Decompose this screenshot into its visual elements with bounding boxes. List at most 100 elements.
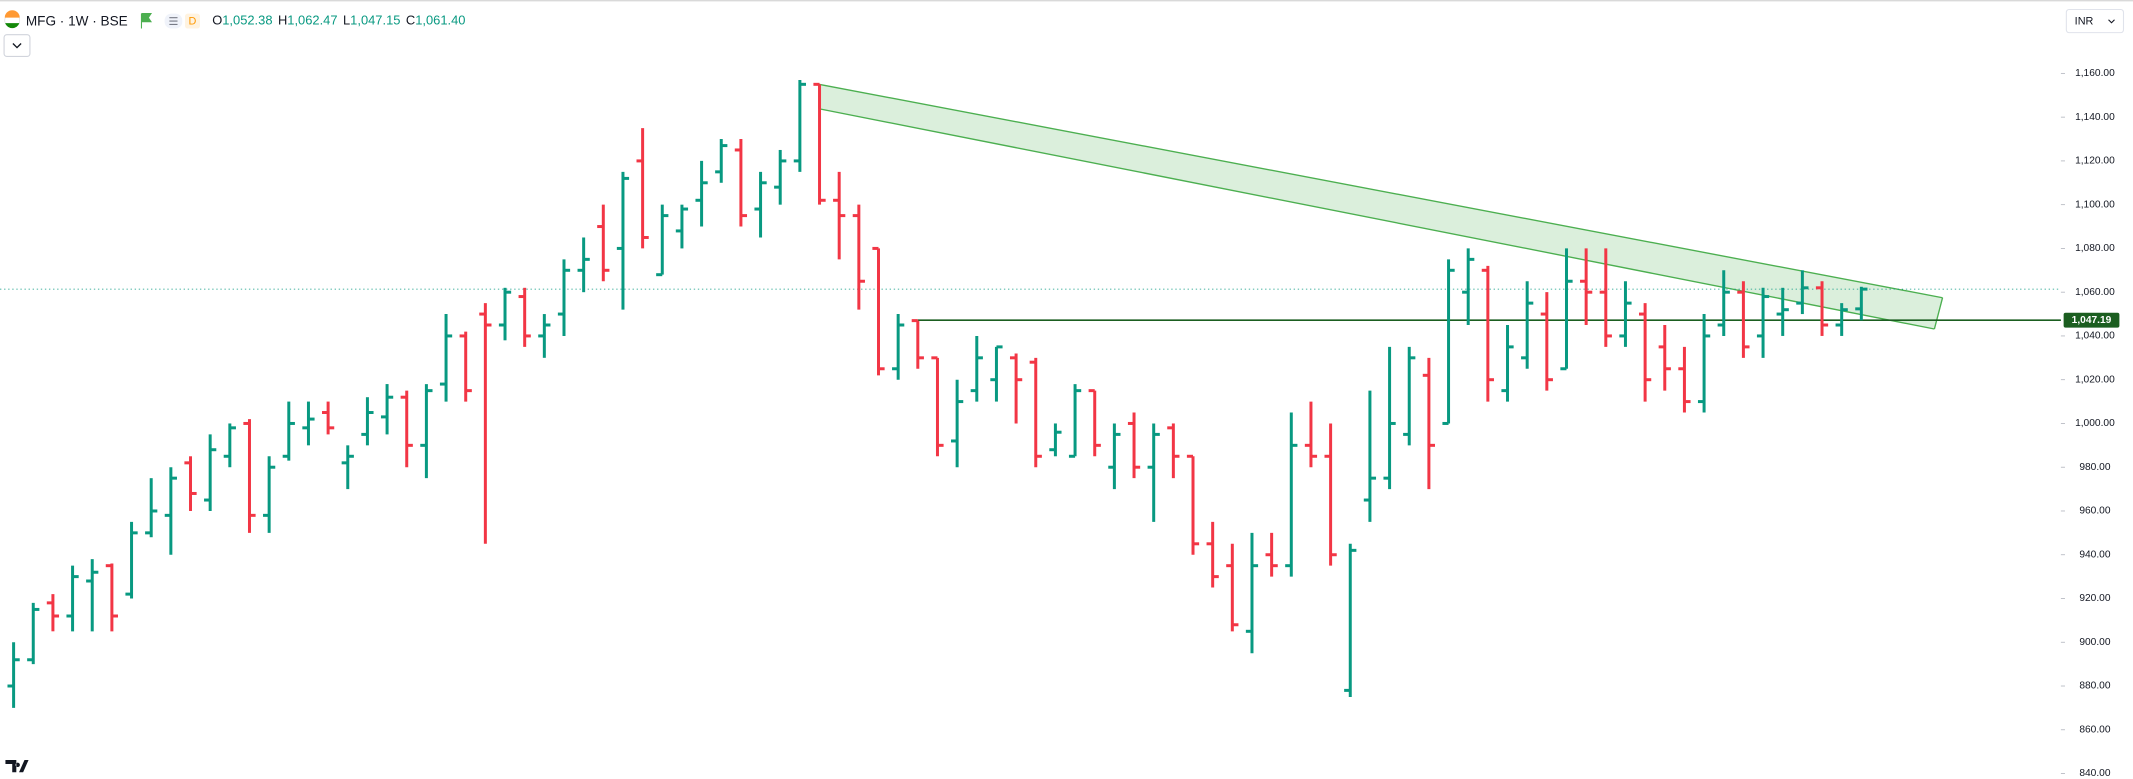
ohlc-bar (1697, 314, 1711, 413)
ohlc-bar (1855, 286, 1868, 321)
ohlc-value: 1,061.40 (415, 13, 465, 28)
ohlc-label: C (406, 13, 415, 28)
y-tick-label: 1,060.00 (2075, 287, 2115, 298)
ohlc-bar (420, 384, 433, 479)
ohlc-bar (164, 467, 177, 555)
ohlc-value: 1,047.15 (350, 13, 400, 28)
ohlc-bar (557, 259, 571, 336)
ohlc-bar (243, 419, 256, 533)
ohlc-bar (1127, 412, 1141, 479)
ohlc-bar (1265, 532, 1278, 577)
y-tick-label: 980.00 (2079, 462, 2111, 473)
ohlc-bar (1521, 281, 1534, 369)
y-tick-label: 1,160.00 (2075, 68, 2115, 79)
ohlc-bar (1638, 303, 1652, 402)
ohlc-bar (911, 319, 924, 369)
ohlc-bar (459, 331, 472, 402)
ohlc-bar (1717, 270, 1730, 336)
ohlc-bar (833, 171, 846, 260)
ohlc-bar (341, 445, 354, 490)
level-label: 1,047.19 (2072, 315, 2112, 326)
y-tick-label: 960.00 (2079, 506, 2111, 517)
y-tick-label: 840.00 (2079, 768, 2111, 779)
ohlc-bar (1088, 389, 1101, 457)
ohlc-bar (656, 204, 669, 277)
ohlc-bar (1835, 303, 1848, 336)
y-tick-label: 1,080.00 (2075, 243, 2115, 254)
currency-label: INR (2075, 16, 2094, 28)
ohlc-bar (951, 379, 964, 468)
symbol[interactable]: MFG · 1W · BSE (26, 13, 128, 28)
ohlc-bar (813, 82, 826, 205)
y-tick-label: 940.00 (2079, 549, 2111, 560)
currency-box[interactable] (2065, 8, 2125, 34)
ohlc-bar (754, 171, 767, 238)
plot-area (0, 79, 2061, 708)
channel-top (818, 83, 1943, 299)
ohlc-label: H (278, 13, 287, 28)
ohlc-bar (675, 204, 689, 249)
ohlc-bar (1147, 423, 1160, 522)
ohlc-bar (1245, 532, 1259, 654)
flag-marker[interactable] (140, 13, 153, 29)
ohlc-bar (361, 397, 374, 446)
channel-fill (818, 84, 1943, 330)
ohlc-bar (1324, 423, 1337, 566)
ohlc-bar (125, 521, 138, 599)
ohlc-bar (1658, 325, 1671, 391)
y-tick-label: 1,000.00 (2075, 418, 2115, 429)
ohlc-bar (852, 204, 865, 310)
flag-bottom (5, 23, 20, 29)
ohlc-bar (439, 314, 453, 402)
ohlc-bar (27, 602, 40, 665)
ohlc-bar (616, 171, 630, 310)
y-tick-label: 880.00 (2079, 681, 2111, 692)
ohlc-bar (538, 314, 551, 358)
ohlc-bar (1383, 346, 1396, 490)
y-tick-label: 860.00 (2079, 724, 2111, 735)
ohlc-value: 1,052.38 (222, 13, 272, 28)
ohlc-bar (793, 79, 806, 172)
ohlc-bar (380, 384, 394, 435)
ohlc-bar (321, 401, 335, 435)
y-tick-label: 920.00 (2079, 593, 2111, 604)
collapse-button[interactable] (3, 34, 31, 57)
ohlc-bar (1560, 248, 1573, 371)
ohlc-value: 1,062.47 (287, 13, 337, 28)
y-tick-label: 1,040.00 (2075, 331, 2115, 342)
ohlc-bar (1285, 412, 1298, 577)
ohlc-bar (400, 390, 413, 468)
ohlc-bar (990, 345, 1003, 402)
y-tick-label: 1,140.00 (2075, 112, 2115, 123)
ohlc-bar (1108, 423, 1121, 490)
ohlc-bar (1403, 346, 1416, 446)
level-label-box (2063, 312, 2120, 328)
ohlc-bar (970, 335, 983, 402)
ohlc-bar (223, 423, 236, 468)
ohlc-bar (1029, 357, 1042, 468)
ohlc-bar (1776, 287, 1789, 336)
ohlc-bar (46, 594, 60, 632)
currency-button[interactable]: INR (2065, 8, 2125, 34)
ohlc-bar (715, 139, 728, 183)
ohlc-bar (86, 559, 99, 632)
ohlc-bar (774, 149, 787, 205)
ohlc-bar (7, 642, 20, 708)
interval-badge-box[interactable] (185, 13, 200, 29)
ohlc-bar (1226, 543, 1239, 632)
ohlc-bar (1756, 287, 1770, 358)
ohlc-bar (695, 160, 708, 227)
flag-top (4, 10, 20, 18)
y-tick-label: 1,100.00 (2075, 199, 2115, 210)
ohlc-bar (1580, 248, 1593, 326)
channel-edge (1933, 297, 1944, 330)
ohlc-bar (1206, 521, 1219, 588)
ohlc-bar (282, 401, 295, 461)
ohlc-bar (892, 314, 905, 380)
ohlc-bar (597, 204, 610, 282)
ohlc-bar (1796, 270, 1809, 315)
ohlc-bar (1049, 423, 1062, 457)
ohlc-bar (184, 456, 197, 511)
ohlc-bar (1737, 281, 1750, 358)
